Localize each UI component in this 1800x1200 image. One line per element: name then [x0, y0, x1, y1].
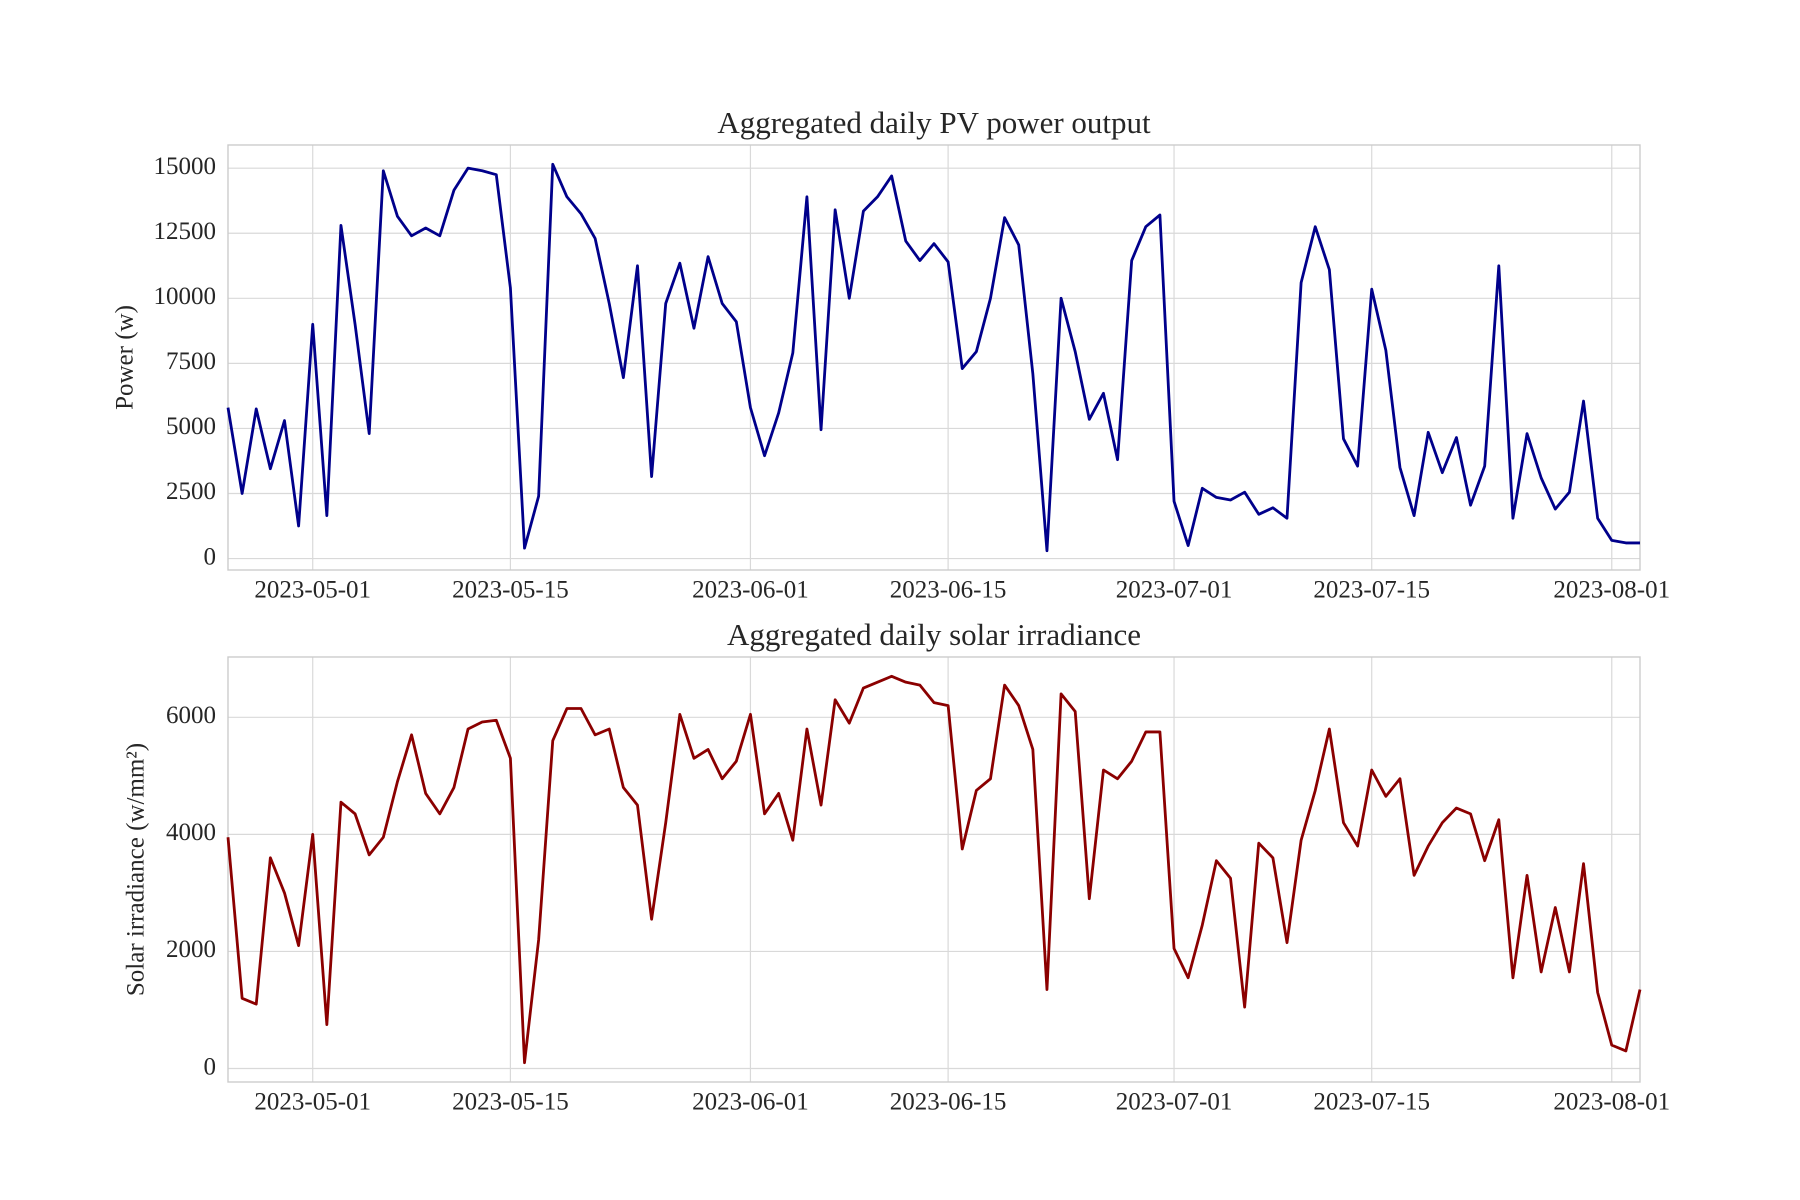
x-tick-label: 2023-07-01: [1116, 1089, 1233, 1116]
x-tick-label: 2023-07-15: [1313, 1089, 1430, 1116]
y-tick-label: 15000: [154, 153, 217, 180]
y-tick-label: 12500: [154, 218, 217, 245]
y-tick-label: 7500: [166, 348, 216, 375]
x-tick-label: 2023-06-15: [890, 1089, 1007, 1116]
x-tick-label: 2023-06-01: [692, 577, 809, 604]
data-line: [226, 674, 1642, 1065]
y-axis-label: Power (w): [112, 305, 139, 410]
y-axis-label: Solar irradiance (w/mm²): [123, 743, 150, 996]
x-tick-label: 2023-06-15: [890, 577, 1007, 604]
x-tick-label: 2023-05-15: [452, 1089, 569, 1116]
y-tick-label: 6000: [166, 702, 216, 729]
x-tick-label: 2023-08-01: [1553, 1089, 1670, 1116]
plot-frame: [227, 144, 1641, 571]
data-line: [226, 162, 1640, 553]
x-tick-label: 2023-07-15: [1313, 577, 1430, 604]
y-tick-label: 2000: [166, 936, 216, 963]
y-tick-label: 5000: [166, 413, 216, 440]
y-tick-label: 0: [204, 1053, 217, 1080]
x-tick-label: 2023-05-15: [452, 577, 569, 604]
chart-title: Aggregated daily PV power output: [717, 105, 1151, 140]
x-tick-label: 2023-08-01: [1553, 577, 1670, 604]
y-tick-label: 0: [204, 543, 217, 570]
y-tick-label: 4000: [166, 819, 216, 846]
y-tick-label: 2500: [166, 478, 216, 505]
x-tick-label: 2023-06-01: [692, 1089, 809, 1116]
x-tick-label: 2023-05-01: [254, 577, 371, 604]
chart-title: Aggregated daily solar irradiance: [727, 617, 1141, 652]
plot-frame: [227, 656, 1641, 1083]
x-tick-label: 2023-07-01: [1116, 577, 1233, 604]
y-tick-label: 10000: [154, 283, 217, 310]
x-tick-label: 2023-05-01: [254, 1089, 371, 1116]
